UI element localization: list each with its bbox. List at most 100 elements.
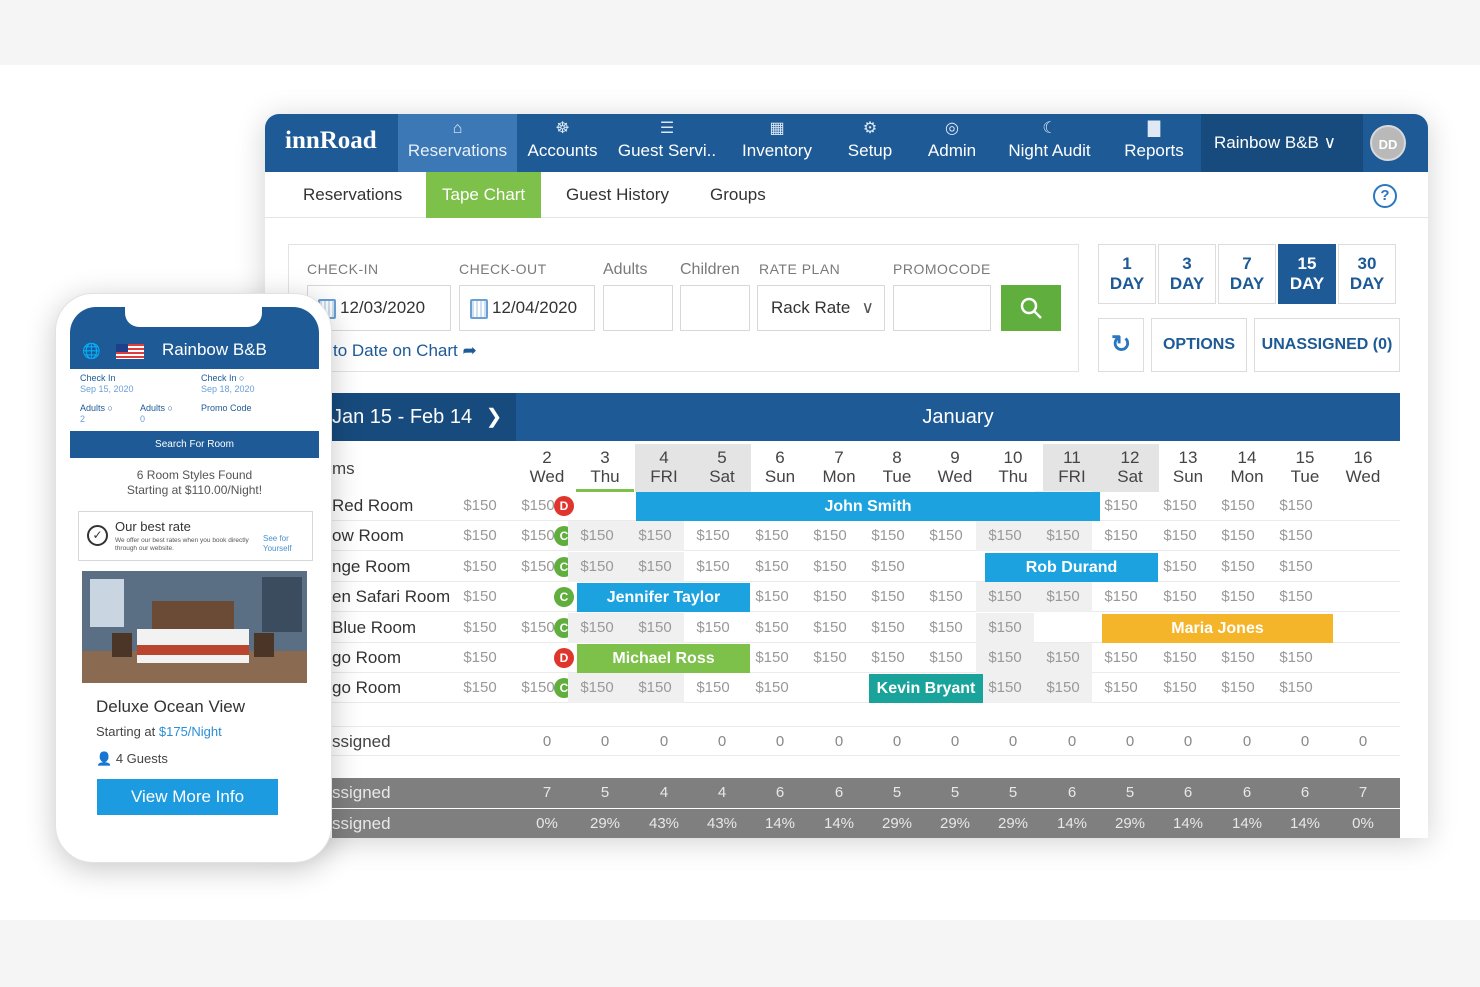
rate-cell[interactable]: $150 — [521, 527, 555, 544]
best-rate-link[interactable]: See for Yourself — [263, 534, 292, 553]
rate-cell[interactable]: $150 — [626, 673, 684, 703]
rate-cell[interactable]: $150 — [521, 497, 555, 514]
rate-cell[interactable]: $150 — [463, 679, 497, 696]
globe-icon[interactable]: 🌐 — [82, 343, 101, 360]
rate-cell[interactable]: $150 — [626, 552, 684, 582]
children-field[interactable] — [680, 285, 750, 331]
view-7-day-button[interactable]: 7 DAY — [1218, 244, 1276, 304]
view-30-day-button[interactable]: 30 DAY — [1338, 244, 1396, 304]
day-column-header[interactable]: 3 Thu — [576, 444, 634, 492]
tab-tape-chart[interactable]: Tape Chart — [426, 172, 542, 218]
rate-cell[interactable]: $150 — [696, 558, 730, 575]
mobile-adults-field[interactable]: Adults ○ 2 — [80, 403, 113, 424]
rate-cell[interactable]: $150 — [976, 673, 1034, 703]
reservation-block[interactable]: Rob Durand — [985, 553, 1158, 582]
rate-cell[interactable]: $150 — [976, 613, 1034, 643]
day-column-header[interactable]: 6 Sun — [751, 444, 809, 492]
rate-cell[interactable]: $150 — [1104, 497, 1138, 514]
rate-cell[interactable]: $150 — [1163, 588, 1197, 605]
rate-cell[interactable]: $150 — [463, 497, 497, 514]
rate-cell[interactable]: $150 — [696, 619, 730, 636]
mobile-adults2-field[interactable]: Adults ○ 0 — [140, 403, 173, 424]
rateplan-select[interactable]: Rack Rate ∨ — [757, 285, 885, 331]
reservation-block[interactable]: Kevin Bryant — [869, 674, 983, 703]
view-1-day-button[interactable]: 1 DAY — [1098, 244, 1156, 304]
day-column-header[interactable]: 14 Mon — [1218, 444, 1276, 492]
rate-cell[interactable]: $150 — [1221, 588, 1255, 605]
rate-cell[interactable]: $150 — [1279, 497, 1313, 514]
nav-accounts[interactable]: ☸ Accounts — [517, 114, 608, 172]
rate-cell[interactable]: $150 — [929, 649, 963, 666]
rate-cell[interactable]: $150 — [1104, 679, 1138, 696]
reservation-block[interactable]: Michael Ross — [577, 644, 750, 673]
room-name[interactable]: Blue Room — [332, 618, 417, 637]
nav-reservations[interactable]: ⌂ Reservations — [398, 114, 517, 172]
tab-guest-history[interactable]: Guest History — [566, 185, 669, 204]
rate-cell[interactable]: $150 — [976, 643, 1034, 673]
search-button[interactable] — [1001, 285, 1061, 331]
room-name[interactable]: ow Room — [332, 526, 404, 545]
nav-reports[interactable]: ▇ Reports — [1107, 114, 1201, 172]
rate-cell[interactable]: $150 — [1221, 679, 1255, 696]
reservation-block[interactable]: Jennifer Taylor — [577, 583, 750, 612]
day-column-header[interactable]: 10 Thu — [984, 444, 1042, 492]
nav-inventory[interactable]: ▦ Inventory — [726, 114, 828, 172]
rate-cell[interactable]: $150 — [1034, 582, 1092, 612]
rate-cell[interactable]: $150 — [568, 613, 626, 643]
go-to-date-link[interactable]: to Date on Chart ➦ — [333, 341, 477, 361]
checkout-field[interactable]: 12/04/2020 — [459, 285, 595, 331]
rate-cell[interactable]: $150 — [929, 588, 963, 605]
rate-cell[interactable]: $150 — [1034, 521, 1092, 551]
tab-groups[interactable]: Groups — [710, 185, 766, 204]
avatar[interactable]: DD — [1370, 125, 1406, 161]
day-column-header[interactable]: 12 Sat — [1101, 444, 1159, 492]
rate-cell[interactable]: $150 — [755, 527, 789, 544]
room-name[interactable]: en Safari Room — [332, 587, 451, 606]
view-more-info-button[interactable]: View More Info — [97, 779, 278, 815]
rate-cell[interactable]: $150 — [696, 527, 730, 544]
property-selector[interactable]: Rainbow B&B ∨ — [1201, 114, 1363, 172]
rate-cell[interactable]: $150 — [871, 649, 905, 666]
rate-cell[interactable]: $150 — [568, 521, 626, 551]
rate-cell[interactable]: $150 — [1221, 527, 1255, 544]
day-column-header[interactable]: 8 Tue — [868, 444, 926, 492]
rate-cell[interactable]: $150 — [871, 588, 905, 605]
day-column-header[interactable]: 7 Mon — [810, 444, 868, 492]
rate-cell[interactable]: $150 — [813, 619, 847, 636]
rate-cell[interactable]: $150 — [755, 588, 789, 605]
rate-cell[interactable]: $150 — [871, 619, 905, 636]
rate-cell[interactable]: $150 — [521, 619, 555, 636]
promocode-field[interactable] — [893, 285, 991, 331]
rate-cell[interactable]: $150 — [626, 613, 684, 643]
day-column-header[interactable]: 15 Tue — [1276, 444, 1334, 492]
nav-guest-servi[interactable]: ☰ Guest Servi.. — [608, 114, 726, 172]
rate-cell[interactable]: $150 — [976, 521, 1034, 551]
unassigned-button[interactable]: UNASSIGNED (0) — [1254, 318, 1400, 372]
rate-cell[interactable]: $150 — [1163, 679, 1197, 696]
rate-cell[interactable]: $150 — [755, 619, 789, 636]
rate-cell[interactable]: $150 — [1034, 673, 1092, 703]
rate-cell[interactable]: $150 — [1163, 649, 1197, 666]
rate-cell[interactable]: $150 — [463, 558, 497, 575]
rate-cell[interactable]: $150 — [976, 582, 1034, 612]
rate-cell[interactable]: $150 — [813, 558, 847, 575]
mobile-search-button[interactable]: Search For Room — [70, 431, 319, 458]
view-15-day-button[interactable]: 15 DAY — [1278, 244, 1336, 304]
rate-cell[interactable]: $150 — [626, 521, 684, 551]
nav-setup[interactable]: ⚙ Setup — [828, 114, 912, 172]
rate-cell[interactable]: $150 — [463, 527, 497, 544]
reservation-block[interactable]: Maria Jones — [1102, 614, 1333, 643]
rate-cell[interactable]: $150 — [929, 619, 963, 636]
day-column-header[interactable]: 2 Wed — [518, 444, 576, 492]
mobile-checkout-field[interactable]: Check In ○ Sep 18, 2020 — [201, 373, 255, 394]
rate-cell[interactable]: $150 — [1034, 643, 1092, 673]
tab-reservations[interactable]: Reservations — [303, 185, 403, 204]
rate-cell[interactable]: $150 — [755, 679, 789, 696]
rate-cell[interactable]: $150 — [755, 558, 789, 575]
refresh-button[interactable]: ↻ — [1098, 318, 1144, 372]
room-name[interactable]: go Room — [332, 678, 401, 697]
day-column-header[interactable]: 5 Sat — [693, 444, 751, 492]
rate-cell[interactable]: $150 — [1279, 588, 1313, 605]
rate-cell[interactable]: $150 — [755, 649, 789, 666]
rate-cell[interactable]: $150 — [1104, 649, 1138, 666]
